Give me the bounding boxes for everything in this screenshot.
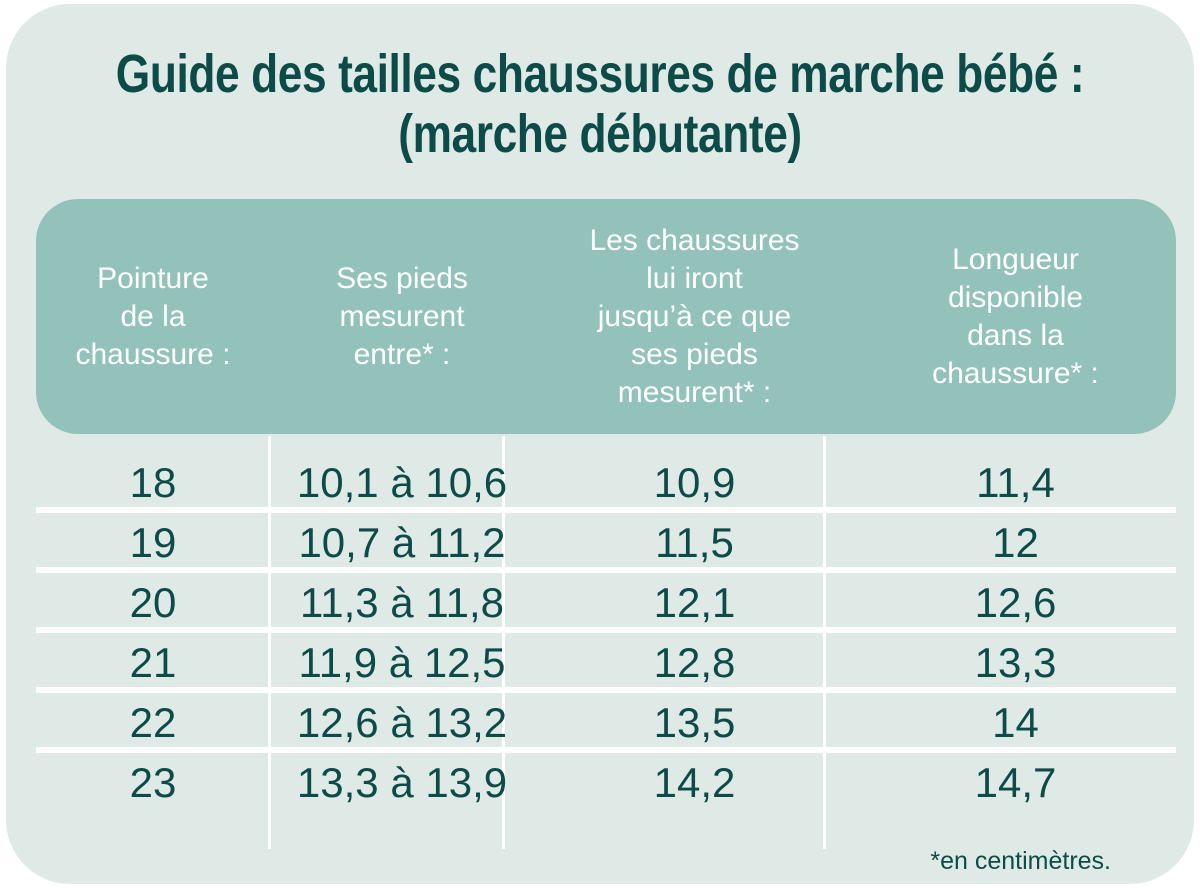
header-cell-pieds: Ses pieds mesurent entre* : [336,261,468,371]
table-cell-foot-range: 11,3 à 11,8 [300,579,504,626]
header-cell-iront: Les chaussures lui iront jusqu’à ce que … [589,223,800,409]
table-cell-foot-range: 12,6 à 13,2 [296,699,508,746]
column-divider-3 [823,436,826,849]
page-title: Guide des tailles chaussures de marche b… [113,44,1087,164]
table-cell-foot-range: 13,3 à 13,9 [296,759,508,806]
table-row: 21 11,9 à 12,5 12,8 13,3 [36,633,1176,693]
table-cell-size: 21 [129,639,177,686]
column-divider-1 [268,436,271,849]
table-cell-inner-length: 11,4 [976,459,1055,506]
column-divider-2 [502,436,505,849]
table-row: 18 10,1 à 10,6 10,9 11,4 [36,453,1176,513]
table-cell-fit-until: 10,9 [653,459,736,506]
table-cell-fit-until: 12,1 [653,579,736,626]
table-cell-size: 18 [129,459,177,506]
table-cell-size: 19 [129,519,177,566]
page-title-line-1: Guide des tailles chaussures de marche b… [115,44,1085,104]
table-row: 23 13,3 à 13,9 14,2 14,7 [36,753,1176,813]
table-cell-foot-range: 11,9 à 12,5 [298,639,506,686]
table-cell-inner-length: 12 [992,519,1039,566]
table-cell-inner-length: 14,7 [974,759,1057,806]
footnote-centimetres: *en centimètres. [930,847,1111,875]
table-row: 20 11,3 à 11,8 12,1 12,6 [36,573,1176,633]
table-cell-size: 23 [129,759,177,806]
table-row: 22 12,6 à 13,2 13,5 14 [36,693,1176,753]
table-cell-fit-until: 11,5 [655,519,734,566]
header-cell-pointure: Pointure de la chaussure : [75,261,231,371]
table-cell-inner-length: 12,6 [974,579,1057,626]
table-cell-foot-range: 10,1 à 10,6 [296,459,508,506]
page-title-line-2: (marche débutante) [398,104,802,164]
table-cell-fit-until: 12,8 [653,639,736,686]
table-header-row: Pointure de la chaussure : Ses pieds mes… [36,199,1176,434]
table-body: 18 10,1 à 10,6 10,9 11,4 19 10,7 à 11,2 … [36,453,1176,813]
table-cell-size: 20 [129,579,177,626]
table-cell-size: 22 [129,699,177,746]
table-row: 19 10,7 à 11,2 11,5 12 [36,513,1176,573]
table-cell-fit-until: 14,2 [653,759,736,806]
header-cell-longueur: Longueur disponible dans la chaussure* : [932,242,1099,390]
table-cell-foot-range: 10,7 à 11,2 [298,519,506,566]
size-guide-card: Guide des tailles chaussures de marche b… [6,4,1194,884]
table-cell-inner-length: 14 [992,699,1039,746]
table-cell-fit-until: 13,5 [653,699,736,746]
table-cell-inner-length: 13,3 [974,639,1057,686]
